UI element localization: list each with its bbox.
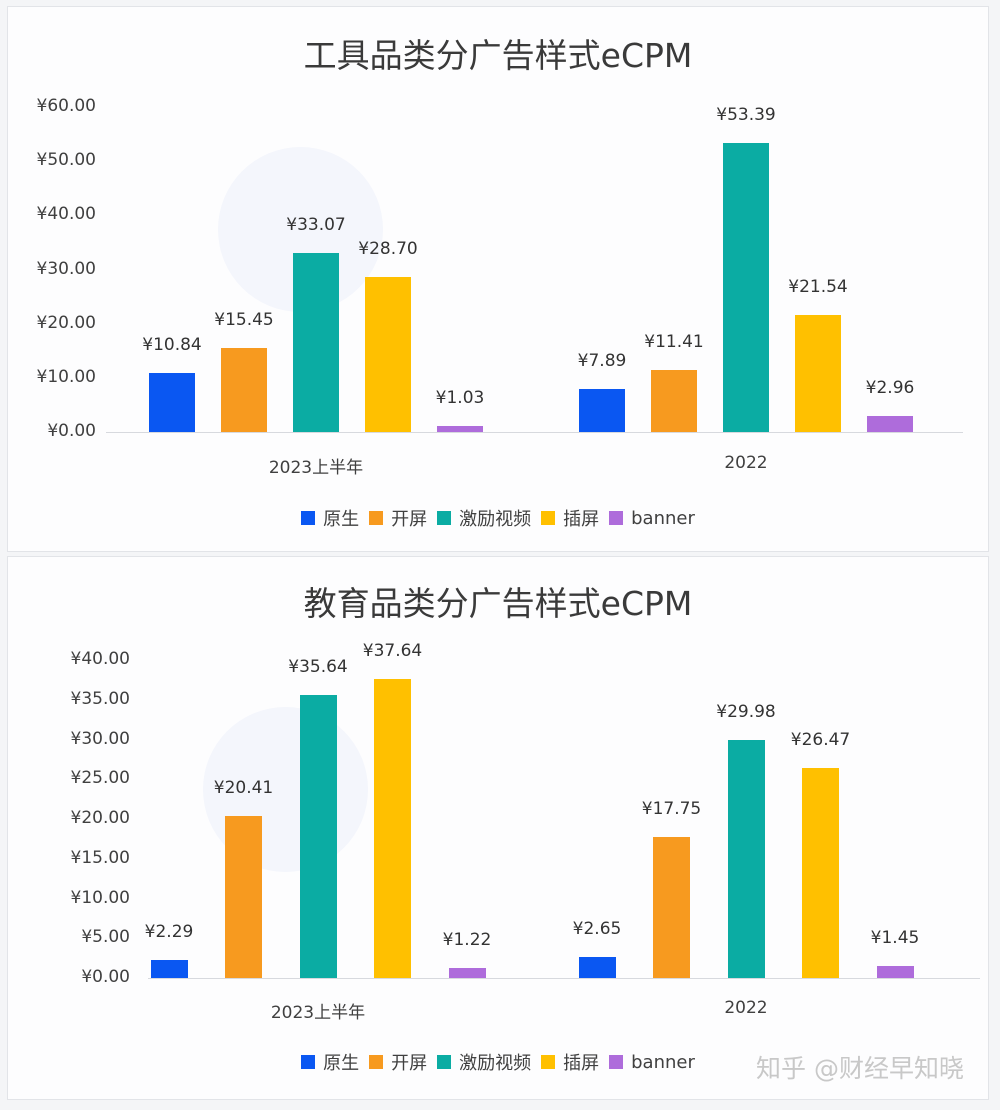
- y-tick-label: ¥50.00: [36, 150, 96, 171]
- bar: [876, 966, 914, 978]
- bar: [653, 836, 690, 978]
- bar: [651, 370, 697, 432]
- legend-item: banner: [609, 1052, 695, 1073]
- data-label: ¥37.64: [362, 640, 423, 661]
- legend-item: 原生: [301, 505, 359, 531]
- bar: [374, 678, 411, 978]
- x-category-label: 2023上半年: [270, 1003, 366, 1023]
- legend-swatch-icon: [437, 511, 452, 525]
- bar: [293, 252, 339, 432]
- data-label: ¥15.45: [214, 310, 274, 331]
- legend: 原生 开屏 激励视频 插屏 banner: [8, 1049, 988, 1075]
- y-tick-label: ¥25.00: [70, 768, 130, 789]
- chart-title: 教育品类分广告样式eCPM: [303, 584, 693, 623]
- y-tick-label: ¥20.00: [36, 312, 96, 333]
- legend-item: 插屏: [541, 1049, 599, 1075]
- legend-label: 插屏: [563, 1053, 600, 1074]
- y-tick-label: ¥40.00: [36, 204, 96, 225]
- legend-item: 开屏: [369, 1049, 427, 1075]
- data-label: ¥2.96: [865, 377, 915, 398]
- y-tick-label: ¥10.00: [36, 366, 96, 387]
- chart-panel-education: 教育品类分广告样式eCPM ¥0.00 ¥5.00 ¥10.00 ¥15.00 ¥20.…: [7, 556, 989, 1100]
- y-tick-label: ¥0.00: [47, 421, 96, 441]
- y-tick-label: ¥20.00: [70, 808, 130, 828]
- bar: [727, 739, 765, 978]
- bar: [867, 415, 913, 432]
- bar: [448, 968, 486, 978]
- data-label: ¥28.70: [358, 238, 418, 259]
- legend-label: 原生: [323, 1053, 360, 1074]
- data-label: ¥2.29: [144, 921, 194, 942]
- bar: [149, 373, 195, 432]
- legend-swatch-icon: [369, 1055, 384, 1069]
- data-label: ¥11.41: [644, 332, 704, 353]
- y-tick-label: ¥30.00: [36, 258, 96, 279]
- data-label: ¥21.54: [788, 277, 848, 298]
- bar: [578, 956, 616, 978]
- bar: [225, 815, 262, 978]
- legend-item: 开屏: [369, 505, 427, 531]
- legend: 原生 开屏 激励视频 插屏 banner: [8, 505, 988, 531]
- data-label: ¥20.41: [213, 777, 274, 798]
- bar: [299, 694, 337, 978]
- data-label: ¥29.98: [716, 701, 776, 722]
- bar: [795, 315, 841, 432]
- y-tick-label: ¥10.00: [70, 887, 130, 908]
- data-label: ¥35.64: [288, 656, 348, 677]
- legend-swatch-icon: [301, 511, 316, 525]
- legend-item: banner: [609, 508, 695, 529]
- y-tick-label: ¥60.00: [36, 96, 96, 116]
- legend-label: 激励视频: [459, 509, 532, 530]
- x-axis-line: [148, 978, 980, 979]
- x-axis-line: [106, 432, 963, 433]
- bar: [723, 142, 769, 432]
- legend-item: 原生: [301, 1049, 359, 1075]
- y-tick-label: ¥15.00: [70, 847, 130, 868]
- data-label: ¥10.84: [142, 335, 202, 356]
- y-tick-label: ¥40.00: [70, 649, 130, 669]
- data-label: ¥17.75: [641, 798, 702, 819]
- data-label: ¥1.03: [435, 388, 485, 409]
- legend-label: 激励视频: [459, 1053, 532, 1074]
- data-label: ¥7.89: [577, 351, 627, 372]
- data-label: ¥2.65: [572, 918, 622, 939]
- legend-item: 激励视频: [437, 505, 531, 531]
- legend-swatch-icon: [437, 1055, 452, 1069]
- legend-label: 原生: [323, 509, 360, 530]
- legend-swatch-icon: [541, 511, 556, 525]
- bar: [802, 767, 839, 978]
- y-tick-label: ¥30.00: [70, 728, 130, 749]
- legend-swatch-icon: [609, 511, 624, 525]
- legend-item: 激励视频: [437, 1049, 531, 1075]
- zhihu-watermark: 知乎 @财经早知晓: [756, 1054, 964, 1083]
- chart-title: 工具品类分广告样式eCPM: [303, 36, 693, 75]
- bar: [579, 389, 625, 432]
- data-label: ¥26.47: [790, 729, 851, 750]
- data-label: ¥1.45: [870, 928, 920, 949]
- x-category-label: 2022: [724, 453, 768, 473]
- bar: [221, 348, 267, 432]
- bar: [437, 426, 483, 432]
- legend-label: 开屏: [391, 509, 428, 530]
- legend-swatch-icon: [541, 1055, 556, 1069]
- y-tick-label: ¥5.00: [81, 927, 130, 948]
- legend-label: 开屏: [391, 1053, 428, 1074]
- legend-swatch-icon: [369, 511, 384, 525]
- legend-item: 插屏: [541, 505, 599, 531]
- bar: [365, 276, 411, 432]
- legend-label: banner: [631, 1051, 695, 1073]
- x-category-label: 2022: [724, 998, 768, 1018]
- y-tick-label: ¥0.00: [81, 967, 130, 987]
- bar: [150, 959, 188, 978]
- legend-swatch-icon: [301, 1055, 316, 1069]
- legend-label: banner: [631, 507, 695, 529]
- y-tick-label: ¥35.00: [70, 688, 130, 709]
- data-label: ¥1.22: [442, 930, 492, 951]
- chart-panel-tools: 工具品类分广告样式eCPM ¥0.00 ¥10.00 ¥20.00 ¥30.00 ¥40…: [7, 6, 989, 552]
- x-category-label: 2023上半年: [268, 458, 364, 478]
- legend-label: 插屏: [563, 509, 600, 530]
- data-label: ¥33.07: [286, 214, 346, 235]
- data-label: ¥53.39: [716, 104, 776, 125]
- legend-swatch-icon: [609, 1055, 624, 1069]
